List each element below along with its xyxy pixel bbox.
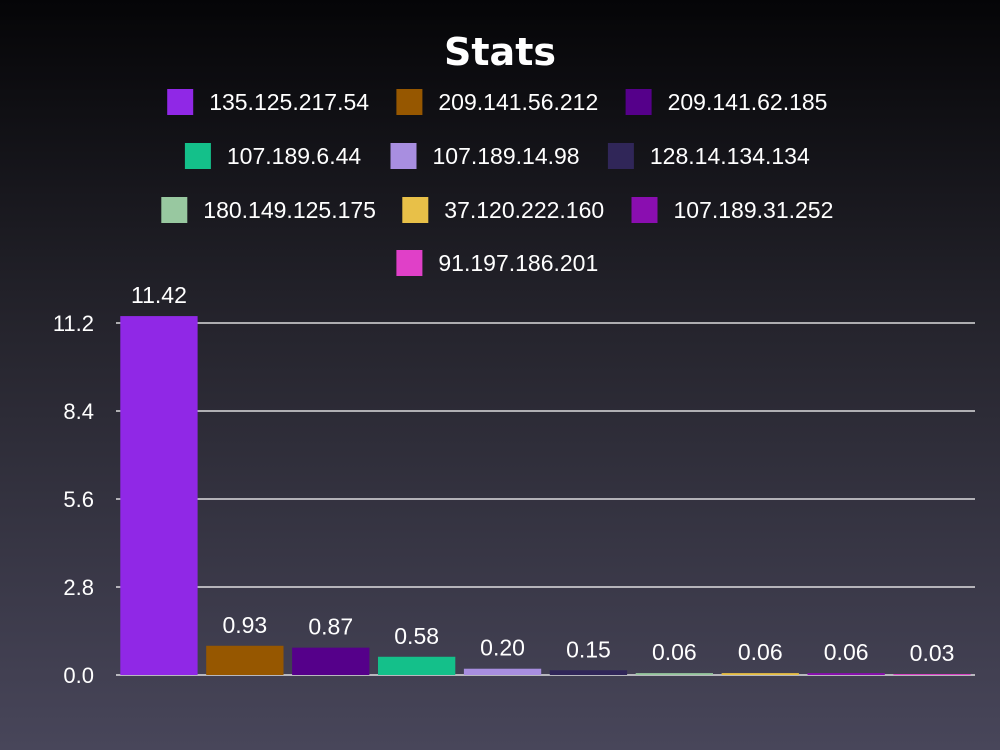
y-tick-label-1: 2.8 xyxy=(63,575,94,600)
legend-item-7[interactable]: 180.149.125.175 xyxy=(161,197,376,223)
y-tick-label-0: 0.0 xyxy=(63,663,94,688)
bar-10[interactable] xyxy=(893,674,971,675)
legend-swatch xyxy=(167,89,194,115)
bar-value-label-3: 0.87 xyxy=(308,614,353,640)
bar-value-label-6: 0.15 xyxy=(566,636,611,662)
bar-4[interactable] xyxy=(377,656,456,675)
legend-swatch xyxy=(390,143,417,169)
bar-value-label-5: 0.20 xyxy=(480,635,525,661)
legend-label: 107.189.14.98 xyxy=(433,143,580,169)
bar-9[interactable] xyxy=(807,673,885,675)
y-tick-label-4: 11.2 xyxy=(53,311,94,336)
legend-item-5[interactable]: 107.189.14.98 xyxy=(390,143,580,169)
legend-item-8[interactable]: 37.120.222.160 xyxy=(402,197,604,223)
y-axis: 0.0 2.8 5.6 8.4 11.2 xyxy=(53,311,94,688)
legend-label: 107.189.6.44 xyxy=(227,143,362,169)
legend-swatch xyxy=(402,197,429,223)
bar-value-label-9: 0.06 xyxy=(824,639,869,665)
bar-value-label-4: 0.58 xyxy=(394,623,439,649)
chart-value-labels: 11.42 0.93 0.87 0.58 0.20 0.15 0.06 0.06 0.06 0.0… xyxy=(131,282,954,666)
chart-bars xyxy=(120,316,971,675)
legend-swatch xyxy=(161,197,188,223)
legend-label: 180.149.125.175 xyxy=(203,197,376,223)
legend-swatch xyxy=(625,89,652,115)
legend-item-6[interactable]: 128.14.134.134 xyxy=(607,143,810,169)
legend-swatch xyxy=(396,89,423,115)
bar-2[interactable] xyxy=(206,645,284,675)
bar-7[interactable] xyxy=(635,673,714,675)
legend-label: 209.141.62.185 xyxy=(668,89,828,115)
bar-value-label-7: 0.06 xyxy=(652,639,697,665)
chart-legend: 135.125.217.54 209.141.56.212 209.141.62.1… xyxy=(161,89,833,276)
bar-6[interactable] xyxy=(549,670,628,675)
legend-swatch xyxy=(631,197,658,223)
legend-label: 135.125.217.54 xyxy=(209,89,369,115)
y-tick-label-3: 8.4 xyxy=(63,399,94,424)
chart-title: Stats xyxy=(444,30,556,74)
bar-3[interactable] xyxy=(292,647,370,675)
bar-value-label-10: 0.03 xyxy=(910,640,955,666)
legend-item-4[interactable]: 107.189.6.44 xyxy=(184,143,362,169)
legend-item-2[interactable]: 209.141.56.212 xyxy=(396,89,598,115)
legend-label: 91.197.186.201 xyxy=(438,250,598,276)
bar-5[interactable] xyxy=(463,668,542,675)
legend-label: 128.14.134.134 xyxy=(650,143,810,169)
legend-swatch xyxy=(396,250,423,276)
legend-item-9[interactable]: 107.189.31.252 xyxy=(631,197,834,223)
bar-value-label-1: 11.42 xyxy=(131,282,187,308)
legend-item-10[interactable]: 91.197.186.201 xyxy=(396,250,598,276)
legend-label: 37.120.222.160 xyxy=(444,197,604,223)
legend-item-1[interactable]: 135.125.217.54 xyxy=(167,89,369,115)
legend-swatch xyxy=(607,143,634,169)
bar-1[interactable] xyxy=(120,316,198,675)
bar-value-label-8: 0.06 xyxy=(738,639,783,665)
legend-swatch xyxy=(184,143,211,169)
legend-item-3[interactable]: 209.141.62.185 xyxy=(625,89,828,115)
bar-8[interactable] xyxy=(721,673,799,675)
y-tick-label-2: 5.6 xyxy=(63,487,94,512)
legend-label: 107.189.31.252 xyxy=(674,197,834,223)
legend-label: 209.141.56.212 xyxy=(438,89,598,115)
bar-value-label-2: 0.93 xyxy=(222,612,267,638)
